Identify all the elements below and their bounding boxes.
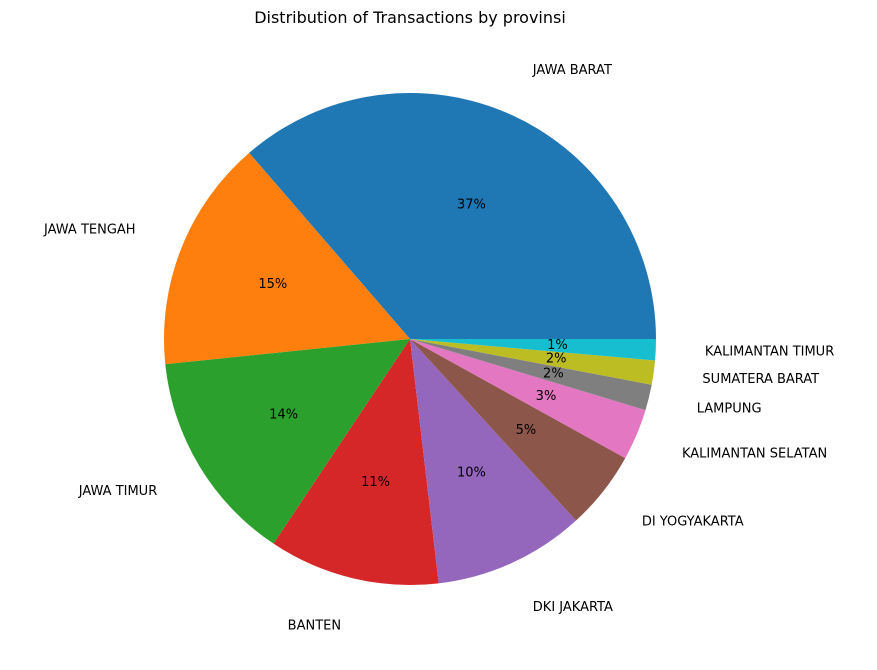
- chart-title: Distribution of Transactions by provinsi: [254, 8, 566, 27]
- percent-labels: 37%15%14%11%10%5%3%2%2%1%: [258, 197, 567, 490]
- percent-label-jawa-tengah: 15%: [258, 277, 287, 292]
- slice-label-jawa-timur: JAWA TIMUR: [78, 484, 158, 499]
- pie-slice-jawa-barat: [249, 93, 656, 339]
- percent-label-kalimantan-selatan: 3%: [536, 389, 557, 404]
- slice-label-jawa-tengah: JAWA TENGAH: [43, 223, 136, 238]
- percent-label-banten: 11%: [361, 475, 390, 490]
- slice-label-lampung: LAMPUNG: [697, 402, 762, 417]
- pie-slice-jawa-timur: [165, 339, 410, 544]
- pie-slice-di-yogyakarta: [410, 339, 626, 521]
- slice-label-sumatera-barat: SUMATERA BARAT: [702, 372, 819, 387]
- slice-labels: JAWA BARAT JAWA TENGAH JAWA TIMUR BANTEN DKI…: [43, 63, 834, 634]
- pie-slice-kalimantan-timur: [410, 339, 656, 361]
- pie-slice-banten: [273, 339, 439, 585]
- pie-slices: [164, 93, 656, 585]
- percent-label-di-yogyakarta: 5%: [516, 423, 537, 438]
- slice-label-di-yogyakarta: DI YOGYAKARTA: [642, 514, 744, 529]
- percent-label-lampung: 2%: [543, 367, 564, 382]
- percent-label-jawa-timur: 14%: [269, 408, 298, 423]
- percent-label-dki-jakarta: 10%: [457, 466, 486, 481]
- slice-label-jawa-barat: JAWA BARAT: [532, 63, 612, 78]
- slice-label-kalimantan-timur: KALIMANTAN TIMUR: [705, 344, 834, 359]
- slice-label-kalimantan-selatan: KALIMANTAN SELATAN: [682, 446, 827, 461]
- slice-label-dki-jakarta: DKI JAKARTA: [533, 600, 613, 615]
- pie-slice-lampung: [410, 339, 652, 411]
- pie-slice-sumatera-barat: [410, 339, 656, 385]
- percent-label-sumatera-barat: 2%: [546, 352, 567, 367]
- pie-slice-kalimantan-selatan: [410, 339, 646, 459]
- percent-label-kalimantan-timur: 1%: [547, 338, 568, 353]
- pie-slice-dki-jakarta: [410, 339, 577, 584]
- pie-slice-jawa-tengah: [164, 152, 410, 365]
- slice-label-banten: BANTEN: [288, 619, 341, 634]
- percent-label-jawa-barat: 37%: [457, 197, 486, 212]
